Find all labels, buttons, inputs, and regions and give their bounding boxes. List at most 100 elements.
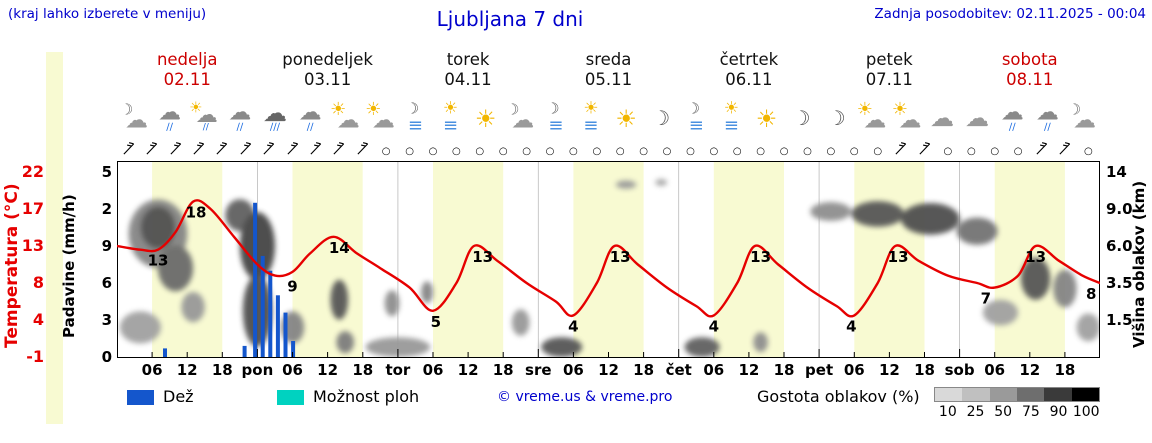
x-tick-label: čet — [665, 361, 692, 379]
x-tick-label: 12 — [317, 361, 339, 379]
day-name: petek — [865, 50, 913, 69]
density-step — [962, 388, 990, 401]
sun-fog-icon: ☀ ≡ — [442, 98, 459, 136]
density-step — [935, 388, 963, 401]
density-step — [1071, 388, 1099, 401]
tick-label: 2 — [101, 200, 112, 218]
x-tick-label: 12 — [738, 361, 760, 379]
wind-barb-icon — [234, 141, 257, 157]
day-name: sobota — [1001, 50, 1058, 69]
cloud-heavy-rain-icon: ☁ ∕∕∕ — [262, 99, 287, 133]
temp-value-label: 4 — [568, 317, 578, 335]
wind-barb-icon — [281, 141, 304, 157]
sun-icon: ☀ — [474, 105, 497, 133]
wind-barb-icon — [1053, 141, 1076, 157]
showers-legend-swatch — [277, 390, 304, 405]
temp-value-label: 13 — [472, 248, 493, 266]
calm-circle-icon: ○ — [615, 146, 625, 157]
x-tick-label: 06 — [562, 361, 584, 379]
tick-label: 0 — [101, 348, 112, 366]
tick-label: 9 — [101, 237, 112, 255]
x-tick-label: 06 — [984, 361, 1006, 379]
day-name: ponedeljek — [282, 50, 373, 69]
sun-icon: ☀ — [615, 105, 637, 133]
menu-hint: (kraj lahko izberete v meniju) — [8, 6, 207, 22]
day-header: torek 04.11 — [398, 50, 538, 90]
day-header: petek 07.11 — [819, 50, 959, 90]
density-tick-label: 50 — [994, 404, 1013, 420]
temp-value-label: 13 — [148, 252, 169, 270]
x-tick-label: pet — [805, 361, 834, 379]
x-tick-label: 06 — [282, 361, 303, 379]
cloud-moon-icon: ☽ ☁ — [119, 100, 149, 134]
wind-barb-icon — [187, 141, 210, 157]
wind-barb-icon — [913, 141, 936, 157]
calm-circle-icon: ○ — [452, 146, 461, 157]
tick-label: 5 — [101, 163, 112, 181]
density-tick-label: 100 — [1072, 404, 1100, 420]
cloud-icon: ☁ — [965, 104, 990, 132]
left-daylight-strip — [46, 52, 63, 424]
sun-fog-icon: ☀ ≡ — [723, 98, 740, 136]
sun-cloud-rain-icon: ☀ ☁ ∕∕ — [189, 98, 218, 133]
day-date: 05.11 — [584, 70, 633, 89]
calm-circle-icon: ○ — [686, 146, 695, 157]
day-name: torek — [446, 50, 490, 69]
copyright-link[interactable]: © vreme.us & vreme.pro — [497, 389, 673, 405]
sun-cloud-icon: ☀ ☁ — [330, 99, 360, 134]
calm-circle-icon: ○ — [639, 146, 648, 157]
day-date: 03.11 — [304, 70, 352, 89]
cloud-density-scale — [934, 387, 1100, 402]
x-tick-label: 06 — [843, 361, 865, 379]
cloud-rain-icon: ☁ ∕∕ — [298, 99, 322, 133]
density-tick-label: 25 — [966, 404, 985, 420]
cloud-density-ticks: 10 25 50 75 90 100 — [934, 404, 1100, 420]
calm-circle-icon: ○ — [405, 146, 414, 157]
calm-circle-icon: ○ — [803, 146, 812, 157]
moon-icon: ☽ — [652, 106, 671, 130]
moon-fog-icon: ☽ ≡ — [405, 99, 423, 136]
calm-circle-icon: ○ — [592, 146, 602, 157]
calm-circle-icon: ○ — [849, 146, 859, 157]
x-tick-label: 12 — [878, 361, 900, 379]
density-tick-label: 90 — [1049, 404, 1068, 420]
density-tick-label: 10 — [938, 404, 957, 420]
x-tick-label: 18 — [914, 361, 935, 379]
calm-circle-icon: ○ — [756, 146, 766, 157]
temp-axis-label: Temperatura (°C) — [2, 183, 22, 349]
density-tick-label: 75 — [1021, 404, 1040, 420]
sun-cloud-icon: ☀ ☁ — [856, 99, 887, 134]
calm-circle-icon: ○ — [732, 146, 742, 157]
calm-circle-icon: ○ — [662, 146, 672, 157]
calm-circle-icon: ○ — [522, 146, 531, 157]
cloud-rain-icon: ☁ ∕∕ — [1035, 99, 1059, 133]
rain-legend-swatch — [127, 390, 154, 405]
cloud-density-label: Gostota oblakov (%) — [757, 387, 920, 406]
wind-barb-icon — [351, 141, 374, 157]
x-tick-label: 18 — [352, 361, 374, 379]
wind-row: ○ ○ ○ ○ ○ ○ ○ ○ ○ ○ ○ ○ ○ ○ ○ ○ ○ ○ ○ ○ ○ ○ ○ ○ ○ ○ ○ — [117, 140, 1100, 158]
x-tick-label: sob — [944, 361, 975, 379]
wind-barb-icon — [164, 141, 187, 157]
day-header: četrtek 06.11 — [679, 50, 819, 90]
wind-barb-icon — [140, 141, 163, 157]
temp-value-label: 8 — [1086, 285, 1096, 303]
temp-value-label: 4 — [709, 317, 719, 335]
wind-barb-icon — [1030, 141, 1053, 157]
day-name: četrtek — [719, 50, 779, 69]
calm-circle-icon: ○ — [545, 146, 555, 157]
wind-barb-icon — [117, 141, 140, 157]
temp-value-label: 14 — [329, 239, 350, 257]
meteogram-chart: 13 18 9 14 5 13 4 13 4 13 4 13 7 13 8 — [117, 161, 1100, 358]
sun-fog-icon: ☀ ≡ — [583, 98, 599, 136]
moon-cloud-icon: ☽ ☁ — [506, 100, 535, 134]
calm-circle-icon: ○ — [943, 146, 953, 157]
calm-circle-icon: ○ — [779, 146, 789, 157]
density-step — [1044, 388, 1072, 401]
day-date: 06.11 — [725, 70, 773, 89]
calm-circle-icon: ○ — [873, 146, 883, 157]
x-axis-labels: 06 12 18 pon 06 12 18 tor 06 12 18 sre 06 12 18 čet 06 12… — [117, 361, 1100, 379]
precip-axis-label: Padavine (mm/h) — [60, 194, 78, 338]
x-tick-label: 18 — [211, 361, 233, 379]
